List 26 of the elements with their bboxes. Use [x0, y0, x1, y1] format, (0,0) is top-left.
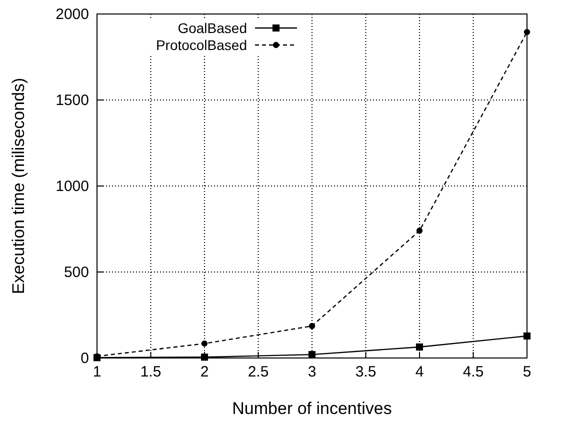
x-tick-label: 2	[200, 364, 209, 381]
x-tick-label: 1.5	[140, 364, 162, 381]
x-tick-label: 1	[92, 364, 102, 381]
y-tick-label: 2000	[56, 6, 89, 23]
x-tick-label: 5	[522, 364, 532, 381]
point	[308, 351, 316, 358]
legend-label: ProtocolBased	[156, 36, 247, 53]
x-axis-title: Number of incentives	[232, 399, 392, 418]
point	[308, 322, 316, 330]
point	[201, 340, 208, 347]
legend-label: GoalBased	[178, 20, 247, 36]
point	[416, 228, 423, 234]
y-tick-label: 500	[64, 264, 89, 281]
y-tick-label: 1000	[56, 178, 89, 195]
x-tick-label: 2.5	[248, 364, 269, 381]
point	[523, 332, 531, 340]
y-tick-label: 0	[80, 350, 89, 367]
point	[200, 354, 208, 361]
x-tick-label: 4.5	[462, 364, 484, 381]
x-tick-label: 3	[308, 364, 316, 381]
x-tick-label: 4	[415, 364, 424, 381]
y-axis-title: Execution time (miliseconds)	[9, 78, 28, 294]
y-tick-label: 1500	[56, 92, 89, 109]
point	[524, 28, 530, 36]
x-tick-label: 3.5	[355, 364, 376, 381]
point	[416, 343, 424, 351]
